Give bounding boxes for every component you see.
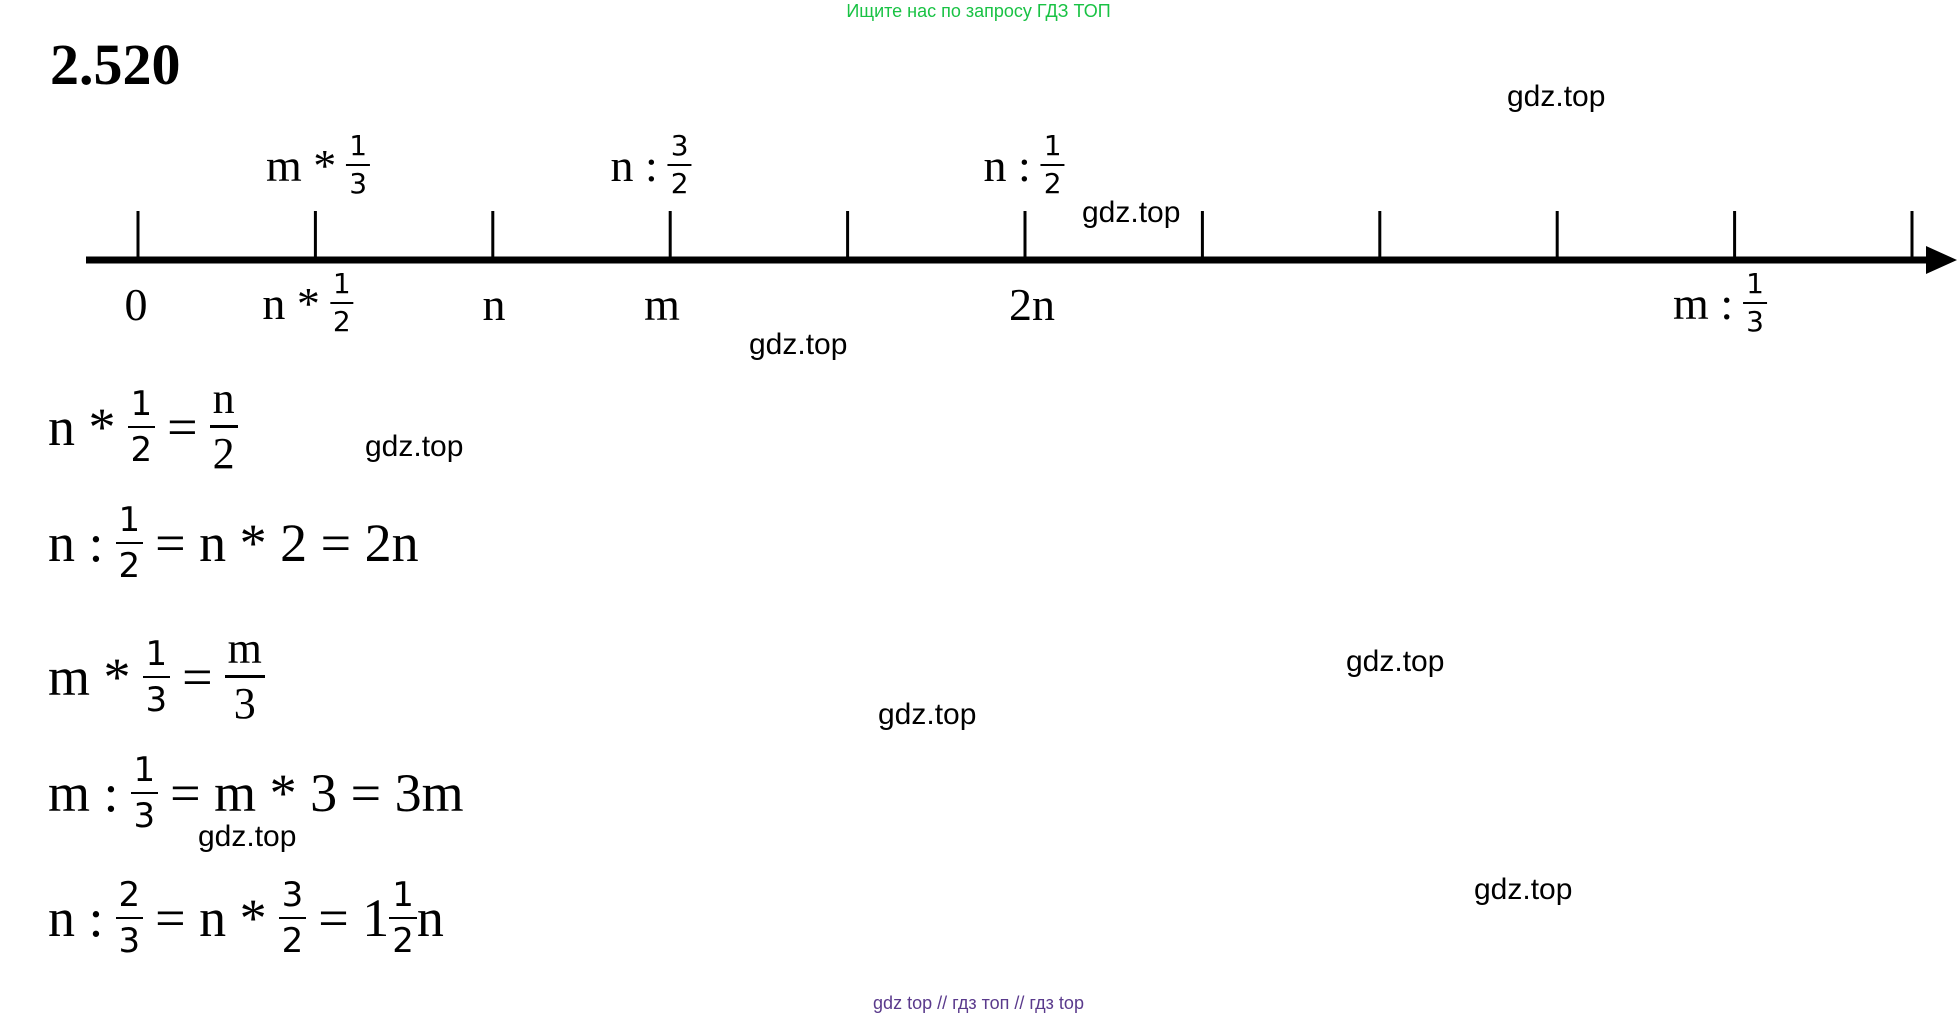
eq-term: = 1: [318, 888, 390, 948]
upper-label-m-times-third: m * 1 3: [265, 130, 371, 200]
fraction-denominator: 3: [1746, 305, 1764, 338]
equation-2: n : 1 2 = n * 2 = 2n: [48, 500, 419, 586]
equation-4: m : 1 3 = m * 3 = 3m: [48, 750, 464, 836]
eq-term: n :: [48, 513, 104, 573]
label-text: m: [644, 279, 680, 330]
lower-label-m-div-third: m : 1 3: [1673, 268, 1767, 338]
fraction-numerator: 1: [130, 750, 159, 794]
bottom-banner: gdz top // гдз топ // гдз top: [873, 993, 1084, 1013]
fraction: 1 3: [346, 130, 371, 200]
fraction-denominator: 2: [670, 167, 689, 200]
equation-3: m * 1 3 = m 3: [48, 625, 265, 728]
fraction-numerator: 1: [1040, 130, 1065, 166]
watermark: gdz.top: [749, 328, 848, 361]
fraction-denominator: 2: [1043, 167, 1062, 200]
fraction-denominator: 2: [392, 921, 414, 961]
label-prefix: n *: [262, 277, 320, 329]
lower-label-m: m: [644, 278, 680, 331]
upper-label-n-div-three-halves: n : 3 2: [610, 130, 692, 200]
top-banner: Ищите нас по запросу ГДЗ ТОП: [846, 1, 1111, 21]
fraction: 1 2: [127, 384, 156, 470]
fraction: 1 3: [142, 634, 171, 720]
watermark: gdz.top: [1474, 873, 1573, 906]
label-prefix: n :: [983, 139, 1031, 191]
eq-term: n :: [48, 888, 104, 948]
fraction: 1 2: [389, 875, 417, 961]
fraction-numerator: 1: [127, 384, 156, 428]
watermark: gdz.top: [1507, 80, 1606, 113]
axis-ticks: [136, 211, 1914, 260]
fraction: n 2: [209, 375, 238, 478]
fraction: 2 3: [115, 875, 144, 961]
eq-term: = n *: [155, 888, 267, 948]
axis-arrow: [1926, 246, 1957, 274]
fraction-numerator: 1: [142, 634, 171, 678]
fraction-denominator: 2: [281, 921, 304, 961]
watermark: gdz.top: [1346, 645, 1445, 678]
label-prefix: m :: [1673, 277, 1734, 329]
eq-term: =: [167, 396, 198, 457]
fraction: 1 3: [130, 750, 159, 836]
fraction: 3 2: [278, 875, 307, 961]
lower-label-2n: 2n: [1009, 278, 1055, 331]
eq-term: = n * 2 = 2n: [155, 513, 419, 573]
equation-5: n : 2 3 = n * 3 2 = 1 1 2 n: [48, 875, 444, 961]
fraction-denominator: 3: [118, 921, 141, 961]
fraction-numerator: 2: [115, 875, 144, 919]
fraction-numerator: 1: [115, 500, 144, 544]
fraction-denominator: 2: [212, 429, 235, 478]
fraction-numerator: 1: [1743, 268, 1767, 304]
eq-term: n *: [48, 396, 116, 457]
watermark: gdz.top: [198, 820, 297, 853]
lower-label-n: n: [483, 278, 506, 331]
lower-label-n-times-half: n * 1 2: [262, 268, 354, 338]
fraction-numerator: 1: [346, 130, 371, 166]
fraction-denominator: 3: [233, 679, 256, 728]
upper-label-n-div-half: n : 1 2: [983, 130, 1065, 200]
label-text: 2n: [1009, 279, 1055, 330]
fraction-numerator: 3: [278, 875, 307, 919]
watermark: gdz.top: [365, 430, 464, 463]
label-prefix: m *: [265, 139, 337, 191]
fraction: 3 2: [667, 130, 692, 200]
fraction: 1 2: [115, 500, 144, 586]
label-text: n: [482, 279, 506, 330]
fraction: m 3: [224, 625, 265, 728]
eq-term: m *: [48, 646, 131, 707]
fraction-numerator: 1: [329, 268, 354, 304]
lower-label-zero: 0: [125, 278, 148, 331]
fraction-denominator: 2: [332, 305, 351, 338]
eq-term: m :: [48, 763, 119, 823]
fraction-denominator: 2: [118, 546, 141, 586]
fraction-denominator: 3: [145, 679, 168, 720]
fraction-numerator: 3: [667, 130, 692, 166]
fraction-denominator: 3: [349, 167, 368, 200]
label-text: 0: [124, 279, 148, 330]
fraction-denominator: 2: [130, 429, 153, 470]
fraction-numerator: n: [209, 375, 238, 428]
fraction: 1 3: [1743, 268, 1767, 338]
eq-term: n: [416, 888, 444, 948]
fraction-numerator: m: [224, 625, 265, 678]
fraction: 1 2: [329, 268, 354, 338]
fraction-numerator: 1: [389, 875, 417, 919]
fraction: 1 2: [1040, 130, 1065, 200]
watermark: gdz.top: [878, 698, 977, 731]
exercise-number: 2.520: [50, 32, 181, 97]
eq-term: =: [182, 646, 213, 707]
eq-term: = m * 3 = 3m: [170, 763, 464, 823]
label-prefix: n :: [610, 139, 658, 191]
fraction-denominator: 3: [133, 796, 156, 836]
equation-1: n * 1 2 = n 2: [48, 375, 238, 478]
watermark: gdz.top: [1082, 196, 1181, 229]
